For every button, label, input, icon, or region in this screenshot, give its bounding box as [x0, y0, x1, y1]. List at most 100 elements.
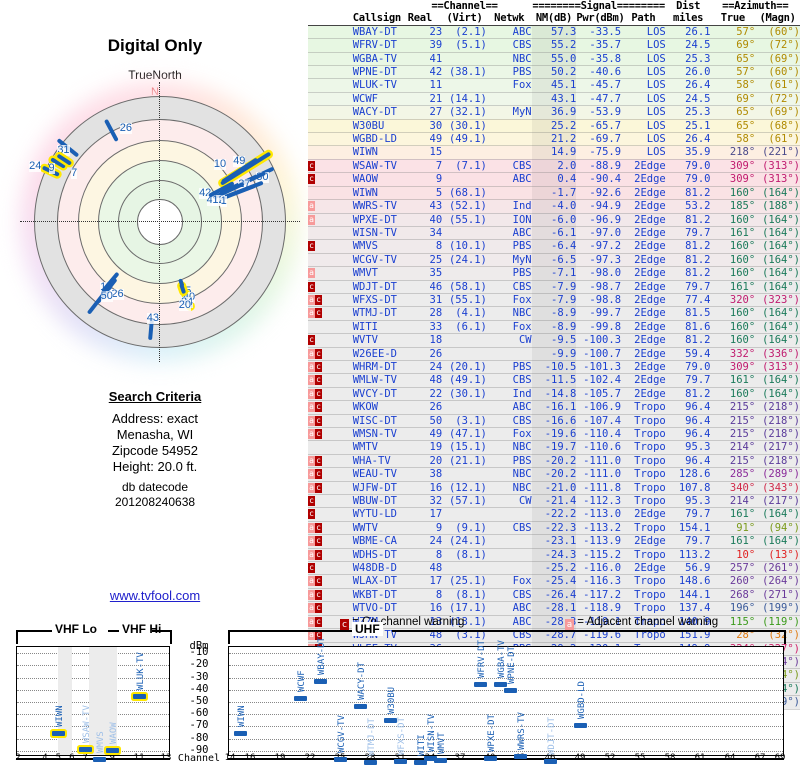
group-header-azimuth: ==Azimuth==	[722, 0, 789, 12]
table-row[interactable]: c WMVS 8 (10.1) PBS -6.4 -97.2 2Edge 81.2 160° (16…	[308, 239, 800, 254]
table-row[interactable]: a WMVT 35 PBS -7.1 -98.0 2Edge 81.2 160° (164°)	[308, 266, 800, 281]
table-row[interactable]: a c W26EE-D 26 -9.9 -100.7 2Edge 59.4 332° (336°)	[308, 347, 800, 361]
search-criteria-zipcode: Zipcode 54952	[111, 443, 198, 458]
cell-path: Tropo	[634, 481, 666, 494]
table-row[interactable]: c WSAW-TV 7 (7.1) CBS 2.0 -88.9 2Edge 79.0 309° (3…	[308, 159, 800, 173]
cell-dist: 79.0	[685, 173, 711, 186]
table-row[interactable]: c WVTV 18 CW -9.5 -100.3 2Edge 81.2 160° (164°)	[308, 333, 800, 348]
cochannel-warning-icon: c	[315, 522, 322, 533]
table-row[interactable]: WLUK-TV 11 Fox 45.1 -45.7 LOS 26.4 58° (61°)	[308, 78, 800, 93]
cell-netw: MyN	[512, 253, 532, 266]
table-row[interactable]: W30BU 30 (30.1) 25.2 -65.7 LOS 25.1 65° (68°)	[308, 119, 800, 133]
cell-netw: PBS	[512, 267, 532, 280]
table-row[interactable]: WGBA-TV 41 NBC 55.0 -35.8 LOS 25.3 65° (69°)	[308, 52, 800, 66]
cell-call: WVTV	[352, 334, 379, 347]
table-row[interactable]: a c WKBT-DT 8 (8.1) CBS -26.4 -117.2 Tropo 144.1 2…	[308, 588, 800, 602]
cell-dist: 151.9	[678, 629, 711, 642]
table-row[interactable]: a c WJFW-DT 16 (12.1) NBC -21.0 -111.8 Tropo 107.…	[308, 481, 800, 495]
table-row[interactable]: WCWF 21 (14.1) 43.1 -47.7 LOS 24.5 69° (72°)	[308, 92, 800, 106]
cell-true: 215°	[729, 428, 756, 440]
cell-nm: 57.3	[531, 25, 577, 39]
cell-true: 65°	[736, 52, 756, 65]
table-row[interactable]: WFRV-DT 39 (5.1) CBS 55.2 -35.7 LOS 24.5 69° (72°…	[308, 38, 800, 53]
table-row[interactable]: a c WEAU-TV 38 NBC -20.2 -111.0 Tropo 128.6 285°(…	[308, 467, 800, 482]
station-callsign-label: WDJT-DT	[547, 716, 557, 755]
col-header-nm[interactable]: NM(dB)	[531, 12, 577, 26]
cell-call: WIWN	[352, 186, 379, 199]
cell-virt: (5.1)	[455, 39, 487, 52]
col-header-warning	[308, 12, 353, 26]
table-row[interactable]: c WAOW 9 ABC 0.4 -90.4 2Edge 79.0 309° (313°)	[308, 172, 800, 187]
col-header-magn[interactable]: (Magn)	[755, 12, 800, 26]
table-row[interactable]: WACY-DT 27 (32.1) MyN 36.9 -53.9 LOS 25.3 65° (69…	[308, 105, 800, 120]
cell-path: 2Edge	[634, 280, 666, 293]
polar-panel: Digital Only TrueNorth N 312624974910302…	[0, 0, 310, 612]
table-row[interactable]: c WDJT-DT 46 (58.1) CBS -7.9 -98.7 2Edge 79.7 161…	[308, 280, 800, 294]
cell-netw: CBS	[512, 159, 532, 172]
col-header-real[interactable]: Real	[397, 12, 443, 26]
col-header-callsign[interactable]: Callsign	[352, 12, 401, 26]
cell-dist: 113.2	[678, 548, 711, 561]
col-header-true[interactable]: True	[710, 12, 756, 26]
table-row[interactable]: a c WHA-TV 20 (21.1) PBS -20.2 -111.0 Tropo 96.4 2…	[308, 454, 800, 468]
warning-cell: a	[308, 267, 353, 280]
col-header-miles[interactable]: miles	[665, 12, 711, 26]
col-header-virt[interactable]: (Virt)	[442, 12, 487, 26]
table-row[interactable]: a c WMLW-TV 48 (49.1) CBS -11.5 -102.4 2Edge 79.7…	[308, 373, 800, 388]
table-row[interactable]: a c WHRM-DT 24 (20.1) PBS -10.5 -101.3 2Edge 79.0…	[308, 360, 800, 374]
table-row[interactable]: a c WMSN-TV 49 (47.1) Fox -19.6 -110.4 Tropo 96.4…	[308, 427, 800, 441]
cell-path: 2Edge	[634, 226, 666, 239]
table-row[interactable]: WIWN 15 14.9 -75.9 LOS 35.9 218° (221°)	[308, 145, 800, 160]
table-row[interactable]: a c WKOW 26 ABC -16.1 -106.9 Tropo 96.4 215° (218°…	[308, 400, 800, 415]
cell-true: 309°	[729, 159, 756, 172]
table-row[interactable]: a c WLAX-DT 17 (25.1) Fox -25.4 -116.3 Tropo 148.…	[308, 574, 800, 589]
table-row[interactable]: a c WTVO-DT 16 (17.1) ABC -28.1 -118.9 Tropo 137.…	[308, 601, 800, 616]
table-row[interactable]: c WBUW-DT 32 (57.1) CW -21.4 -112.3 Tropo 95.3 21…	[308, 494, 800, 508]
cell-real: 49	[429, 133, 443, 146]
table-row[interactable]: WGBD-LD 49 (49.1) 21.2 -69.7 LOS 26.4 58° (61°)	[308, 132, 800, 146]
cell-path: Tropo	[634, 441, 666, 454]
table-row[interactable]: WISN-TV 34 ABC -6.1 -97.0 2Edge 79.7 161° (164°)	[308, 226, 800, 240]
cell-dist: 24.5	[685, 92, 711, 105]
table-row[interactable]: a c WDHS-DT 8 (8.1) -24.3 -115.2 Tropo 113.2 10°(…	[308, 548, 800, 562]
col-header-pwr[interactable]: Pwr(dBm)	[576, 12, 625, 26]
table-row[interactable]: WITI 33 (6.1) Fox -8.9 -99.8 2Edge 81.6 160° (164…	[308, 320, 800, 334]
table-row[interactable]: a WPXE-DT 40 (55.1) ION -6.0 -96.9 2Edge 81.2 160…	[308, 213, 800, 227]
cochannel-warning-icon: c	[315, 589, 322, 600]
adjacent-warning-icon: a	[308, 375, 315, 386]
cell-nm: -8.9	[531, 320, 577, 334]
table-row[interactable]: WCGV-TV 25 (24.1) MyN -6.5 -97.3 2Edge 81.2 160°…	[308, 253, 800, 267]
cell-nm: -9.9	[531, 347, 577, 361]
warning-cell: c	[308, 240, 353, 253]
table-row[interactable]: a c WFXS-DT 31 (55.1) Fox -7.9 -98.8 2Edge 77.4 32…	[308, 293, 800, 307]
col-header-path[interactable]: Path	[621, 12, 666, 26]
table-row[interactable]: c WYTU-LD 17 -22.2 -113.0 2Edge 79.7 161° (164°)	[308, 507, 800, 522]
cell-real: 9	[435, 521, 443, 534]
cell-pwr: -94.9	[589, 200, 622, 213]
adjacent-warning-icon: a	[308, 361, 315, 372]
table-row[interactable]: a c WISC-DT 50 (3.1) CBS -16.6 -107.4 Tropo 96.4 2…	[308, 414, 800, 428]
table-row[interactable]: a c WWTV 9 (9.1) CBS -22.3 -113.2 Tropo 154.1 91°(…	[308, 521, 800, 535]
table-row[interactable]: WPNE-DT 42 (38.1) PBS 50.2 -40.6 LOS 26.0 57° (60…	[308, 65, 800, 79]
table-row[interactable]: a c WBME-CA 24 (24.1) -23.1 -113.9 2Edge 79.7 161…	[308, 534, 800, 549]
table-row[interactable]: WBAY-DT 23 (2.1) ABC 57.3 -33.5 LOS 26.1 57° (60°…	[308, 25, 800, 39]
table-row[interactable]: a WWRS-TV 43 (52.1) Ind -4.0 -94.9 2Edge 53.2 185…	[308, 199, 800, 213]
cell-true: 160°	[729, 267, 756, 280]
table-row[interactable]: a c WVCY-DT 22 (30.1) Ind -14.8 -105.7 2Edge 81.2…	[308, 387, 800, 401]
uhf-label: UHF	[352, 622, 383, 636]
channel-tick: 6	[69, 753, 75, 763]
table-row[interactable]: c W48DB-D 48 -25.2 -116.0 2Edge 56.9 257° (261°)	[308, 561, 800, 575]
cell-virt: (68.1)	[448, 186, 487, 199]
adjacent-warning-icon: a	[308, 268, 315, 279]
table-row[interactable]: a c WTMJ-DT 28 (4.1) NBC -8.9 -99.7 2Edge 81.5 160…	[308, 306, 800, 321]
col-header-netwk[interactable]: Netwk	[486, 12, 532, 26]
cell-pwr: -90.4	[589, 173, 622, 186]
station-bar	[92, 756, 106, 762]
tvfool-link[interactable]: www.tvfool.com	[109, 588, 201, 603]
table-row[interactable]: WIWN 5 (68.1) -1.7 -92.6 2Edge 81.2 160° (164°)	[308, 186, 800, 200]
chart-gridline	[229, 726, 783, 728]
table-row[interactable]: WMTV 19 (15.1) NBC -19.7 -110.6 Tropo 95.3 214° (…	[308, 440, 800, 455]
cell-pwr: -116.3	[583, 575, 622, 588]
